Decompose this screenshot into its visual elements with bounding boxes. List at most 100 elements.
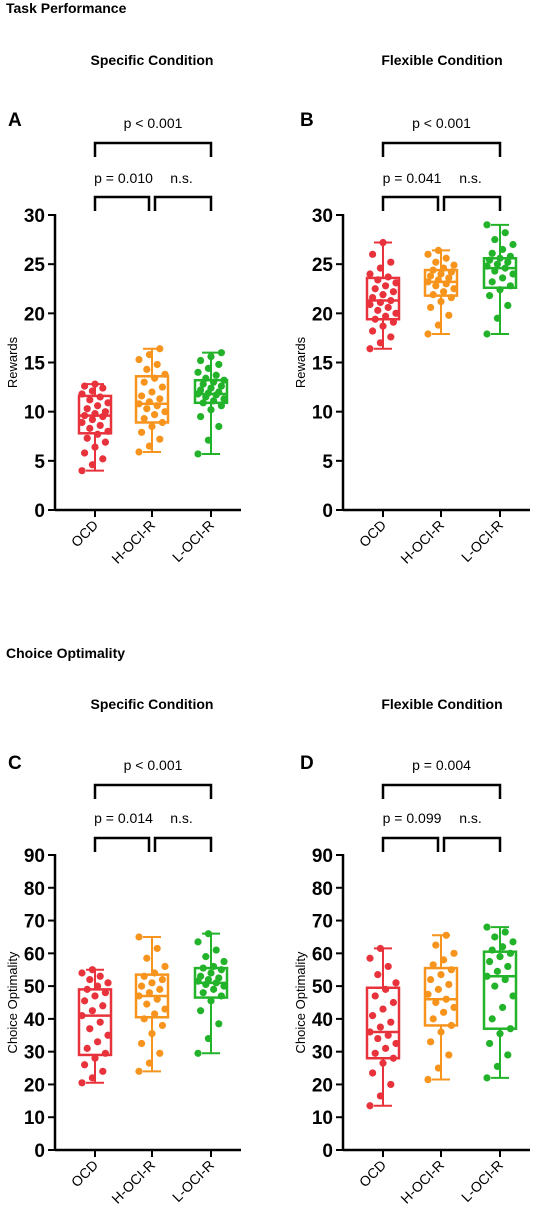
data-point [371, 1049, 379, 1057]
data-point [509, 992, 517, 1000]
data-point [158, 383, 166, 391]
data-point [384, 1031, 392, 1039]
data-point [424, 330, 432, 338]
significance-label: p = 0.041 [383, 170, 442, 186]
y-tick-label: 15 [24, 354, 46, 375]
data-point [217, 992, 225, 1000]
significance-bracket [93, 836, 151, 852]
data-point [369, 1012, 377, 1020]
data-point [369, 250, 377, 258]
data-point [81, 412, 89, 420]
data-point [369, 294, 377, 302]
data-point [212, 946, 220, 954]
y-tick-label: 20 [312, 1075, 333, 1096]
data-point [83, 1044, 91, 1052]
data-point [382, 282, 390, 290]
y-tick-label: 5 [322, 452, 333, 473]
data-point [199, 380, 207, 388]
data-point [83, 985, 91, 993]
data-point [374, 971, 382, 979]
data-point [101, 1049, 109, 1057]
box-ocd [365, 238, 401, 353]
data-point [387, 258, 395, 266]
panel-b-letter: B [300, 110, 314, 131]
data-point [138, 392, 146, 400]
data-point [204, 1034, 212, 1043]
panel-c-plot: 0 10 20 30 40 50 60 70 80 90 Choice Optimality OCD H… [5, 757, 241, 1207]
data-point [499, 274, 507, 282]
data-point [83, 405, 91, 413]
data-point [488, 946, 496, 954]
data-point [379, 1005, 387, 1013]
y-tick-label: 50 [24, 977, 45, 998]
y-tick-label: 50 [312, 977, 333, 998]
significance-bracket [381, 836, 440, 852]
y-tick-label: 0 [34, 501, 45, 522]
data-point [135, 355, 143, 364]
data-point [379, 1059, 387, 1067]
data-point [376, 944, 384, 953]
x-tick-label: H-OCI-R [108, 517, 158, 567]
data-point [207, 997, 215, 1005]
data-point [161, 408, 169, 416]
y-tick-label: 80 [312, 879, 333, 900]
data-point [366, 345, 374, 353]
data-point [88, 415, 96, 424]
data-point [204, 975, 212, 984]
panel-a-title: Specific Condition [90, 52, 214, 68]
panel-b-plot: 0 5 10 15 20 25 30 Rewards OCD H-OCI-R L-OCI-R p = … [293, 115, 530, 567]
significance-bracket [93, 195, 151, 211]
y-axis-label: Choice Optimality [293, 951, 308, 1053]
data-point [81, 382, 89, 390]
data-point [88, 1007, 96, 1015]
data-point [491, 267, 499, 275]
data-point [151, 411, 159, 419]
y-tick-label: 0 [34, 1141, 45, 1162]
significance-label: p = 0.010 [94, 170, 153, 186]
y-tick-label: 0 [322, 501, 333, 522]
data-point [135, 1067, 143, 1075]
data-point [366, 300, 374, 309]
data-point [81, 1061, 89, 1069]
data-point [376, 339, 384, 347]
data-point [99, 384, 107, 392]
section-title-choice-optimality: Choice Optimality [6, 645, 126, 661]
data-point [158, 975, 166, 984]
data-point [91, 380, 99, 388]
data-point [220, 982, 228, 990]
data-point [194, 1049, 202, 1057]
y-tick-label: 70 [24, 912, 45, 933]
data-point [366, 270, 374, 278]
data-point [156, 345, 164, 353]
data-point [78, 467, 86, 475]
data-point [450, 949, 458, 957]
data-point [434, 985, 442, 993]
significance-label: p = 0.099 [383, 810, 442, 826]
data-point [389, 288, 397, 296]
y-tick-label: 40 [312, 1010, 333, 1031]
data-point [366, 1028, 374, 1036]
box-ocd [365, 944, 401, 1110]
data-point [371, 285, 379, 293]
data-point [509, 938, 517, 946]
data-point [440, 288, 448, 296]
data-point [427, 303, 435, 312]
data-point [424, 1075, 432, 1084]
data-point [217, 382, 225, 390]
data-point [140, 378, 148, 386]
data-point [384, 962, 392, 971]
box-ocd [77, 966, 113, 1087]
significance-label: p < 0.001 [124, 757, 183, 773]
data-point [207, 406, 215, 414]
panel-c-title: Specific Condition [90, 696, 214, 712]
data-point [450, 261, 458, 269]
data-point [445, 274, 453, 282]
data-point [434, 276, 442, 284]
data-point [445, 980, 453, 989]
data-point [104, 979, 112, 987]
data-point [389, 998, 397, 1007]
data-point [202, 374, 210, 382]
data-point [88, 966, 96, 974]
data-point [158, 418, 166, 427]
y-tick-label: 5 [34, 452, 45, 473]
